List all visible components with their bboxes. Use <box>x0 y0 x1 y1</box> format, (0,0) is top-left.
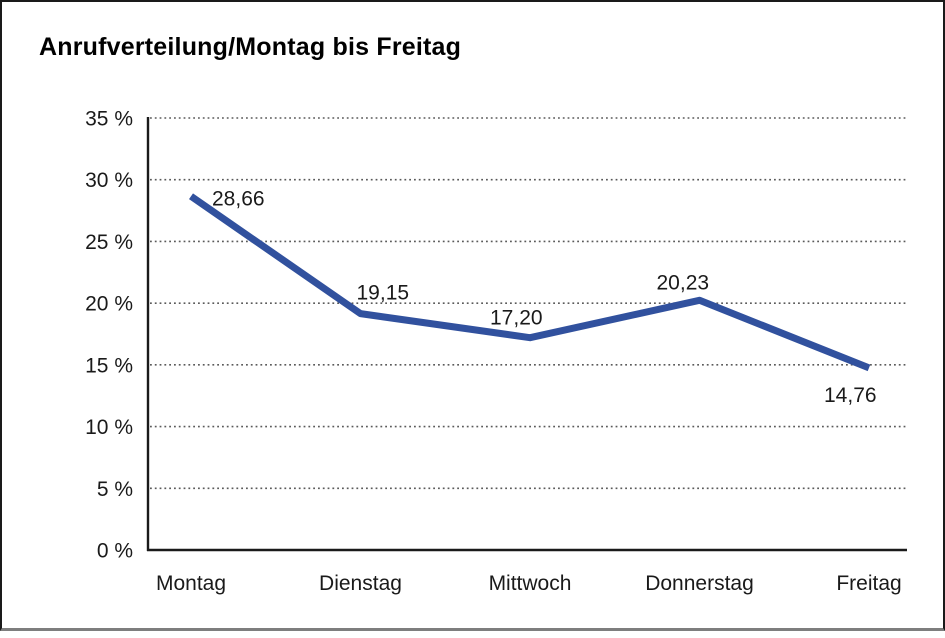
data-point-label: 19,15 <box>357 282 410 305</box>
data-point-label: 28,66 <box>212 187 265 210</box>
x-category-label: Mittwoch <box>489 572 572 595</box>
y-tick-label: 35 % <box>85 108 133 131</box>
y-tick-label: 30 % <box>85 169 133 192</box>
series-line <box>189 193 871 372</box>
y-tick-label: 15 % <box>85 354 133 377</box>
x-category-label: Donnerstag <box>645 572 754 595</box>
y-tick-label: 10 % <box>85 416 133 439</box>
y-tick-label: 5 % <box>97 478 133 501</box>
y-tick-label: 20 % <box>85 293 133 316</box>
chart-title: Anrufverteilung/Montag bis Freitag <box>39 33 462 61</box>
y-tick-label: 25 % <box>85 231 133 254</box>
data-point-label: 17,20 <box>490 307 543 330</box>
x-category-label: Dienstag <box>319 572 402 595</box>
data-point-label: 14,76 <box>824 384 877 407</box>
x-category-label: Freitag <box>836 572 901 595</box>
y-tick-label: 0 % <box>97 540 133 563</box>
data-point-label: 20,23 <box>657 271 710 294</box>
x-category-label: Montag <box>156 572 226 595</box>
